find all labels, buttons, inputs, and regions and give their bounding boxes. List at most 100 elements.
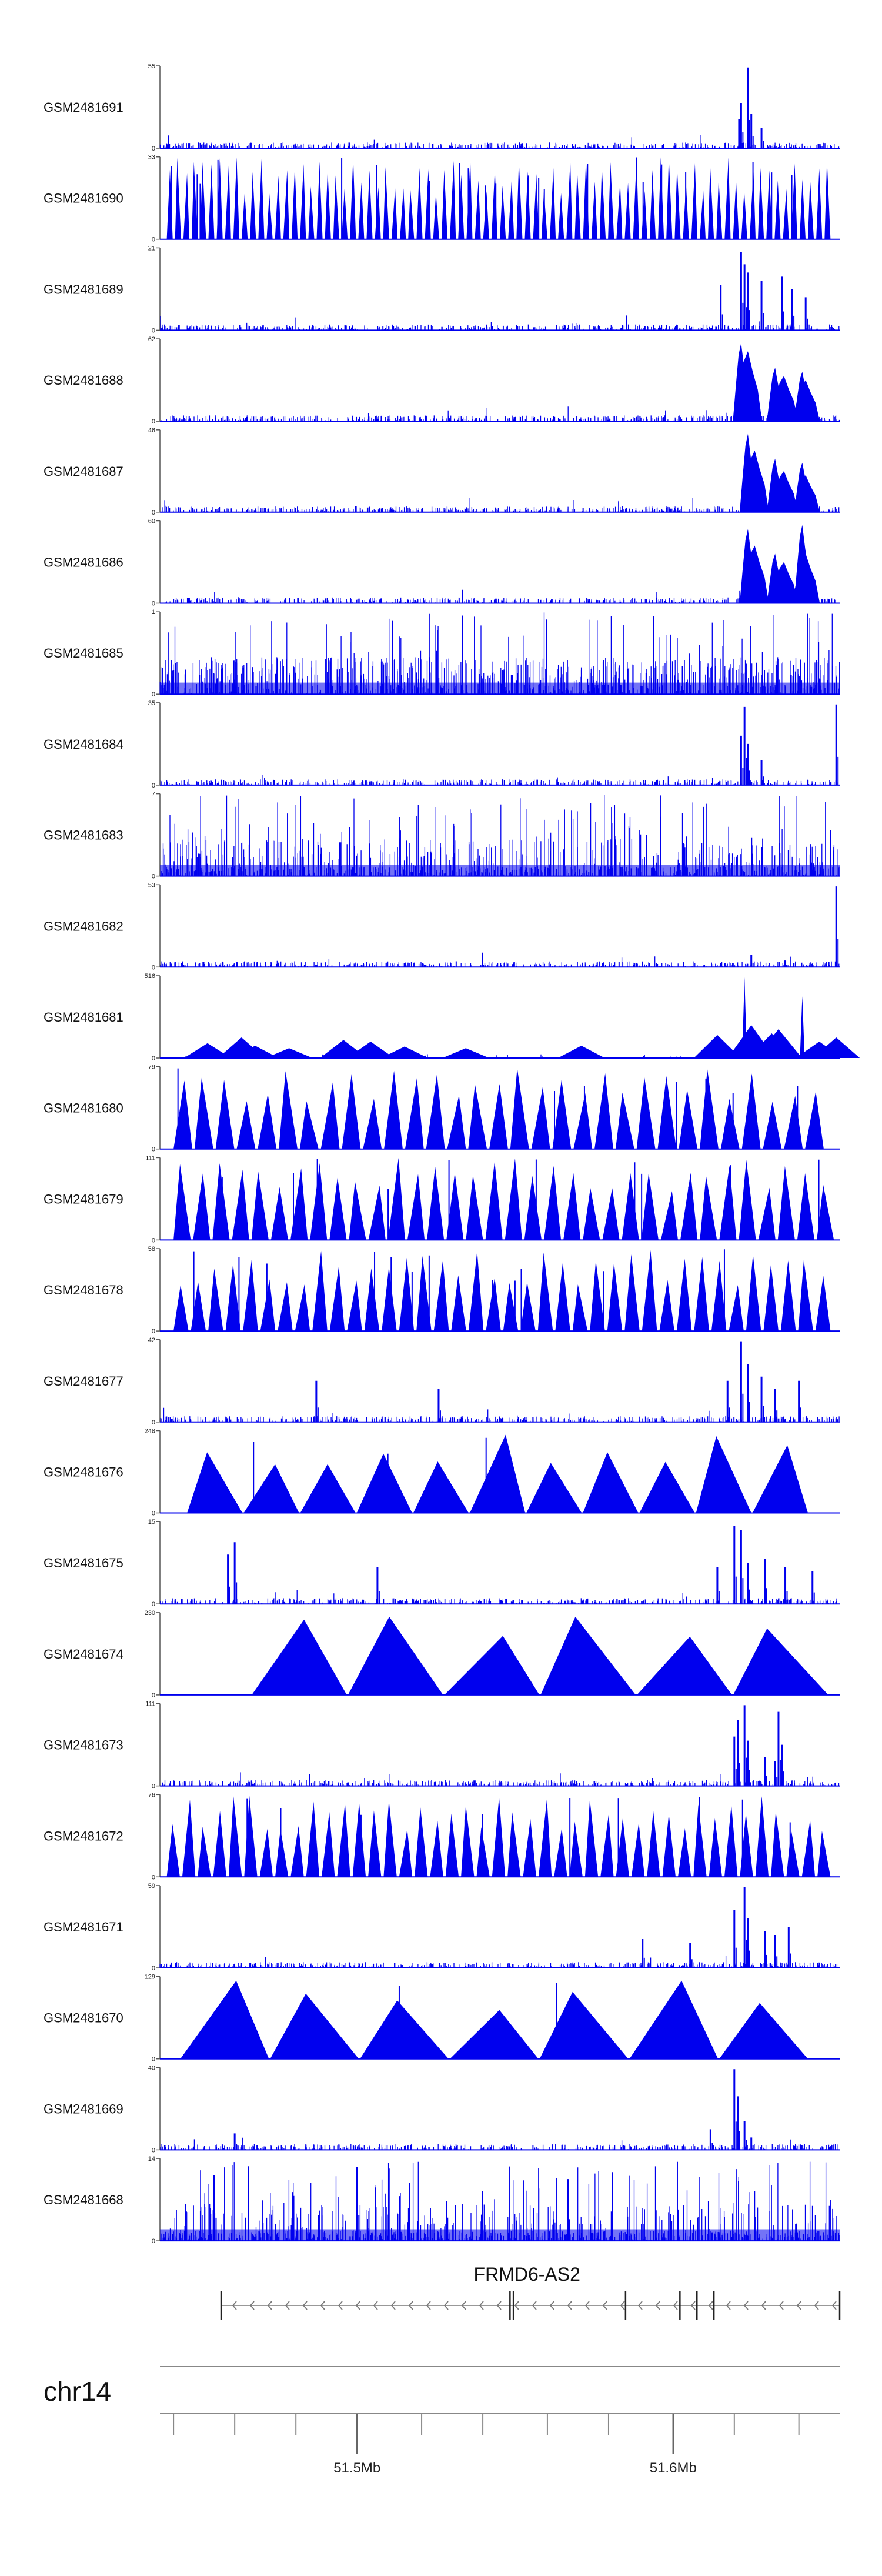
track-max-label: 111 — [145, 1701, 155, 1708]
track-triangle — [729, 1285, 744, 1332]
track-GSM2481681: GSM2481681 516 0 — [44, 973, 860, 1062]
strand-arrow — [690, 2301, 696, 2310]
track-triangle — [808, 179, 814, 239]
axis-tick-label: 51.5Mb — [333, 2460, 380, 2476]
track-triangle — [647, 1811, 660, 1877]
gene-annotation-track: FRMD6-AS2 — [220, 2264, 841, 2320]
track-triangle — [733, 1628, 828, 1695]
strand-arrow — [779, 2301, 784, 2310]
strand-arrow — [355, 2301, 360, 2310]
track-triangle — [342, 1074, 361, 1149]
track-triangle — [243, 1464, 299, 1513]
track-triangle — [260, 1279, 276, 1332]
track-label: GSM2481671 — [44, 1920, 123, 1934]
strand-arrow — [443, 2301, 449, 2310]
track-triangle — [483, 191, 489, 239]
track-triangle — [347, 1280, 362, 1332]
track-triangle — [558, 193, 564, 239]
track-signal-bars — [160, 1590, 837, 1604]
track-triangle — [187, 1452, 243, 1513]
track-triangle — [232, 1169, 249, 1240]
track-triangle — [275, 175, 281, 239]
track-GSM2481679: GSM2481679 111 0 — [44, 1154, 840, 1244]
track-triangle — [333, 175, 339, 239]
track-triangle — [275, 1828, 289, 1877]
track-max-label: 42 — [148, 1337, 155, 1344]
track-triangle — [300, 163, 306, 239]
track-triangle — [524, 171, 531, 239]
track-triangle — [356, 1453, 412, 1513]
track-signal-bars — [159, 612, 840, 695]
track-triangle — [816, 168, 823, 239]
track-triangle — [308, 186, 315, 239]
track-min-label: 0 — [152, 782, 155, 789]
strand-arrow — [390, 2301, 396, 2310]
chromosome-label: chr14 — [44, 2376, 111, 2407]
track-triangle — [774, 181, 781, 239]
track-label: GSM2481668 — [44, 2193, 123, 2207]
track-signal-bars — [160, 315, 840, 331]
track-triangle — [600, 1814, 614, 1877]
track-signal-bars — [160, 1407, 840, 1422]
track-peak — [442, 1048, 490, 1058]
track-triangle — [322, 1812, 335, 1877]
track-triangle — [279, 1071, 298, 1149]
track-triangle — [320, 1082, 340, 1149]
track-peak — [770, 376, 799, 422]
track-triangle — [584, 1799, 599, 1877]
track-label: GSM2481687 — [44, 464, 123, 479]
track-min-label: 0 — [152, 1783, 155, 1790]
track-triangle — [252, 1619, 347, 1695]
track-triangle — [415, 1807, 428, 1877]
track-max-label: 53 — [148, 882, 155, 889]
track-triangle — [520, 1282, 536, 1332]
track-triangle — [173, 1080, 192, 1149]
track-triangle — [507, 1812, 521, 1877]
track-min-label: 0 — [152, 418, 155, 425]
track-GSM2481678: GSM2481678 58 0 — [44, 1246, 840, 1335]
track-max-label: 129 — [145, 1974, 155, 1981]
track-label: GSM2481685 — [44, 646, 123, 660]
track-triangle — [566, 161, 573, 239]
track-triangle — [358, 182, 365, 239]
track-triangle — [492, 1797, 506, 1877]
track-peak — [791, 475, 820, 512]
track-triangle — [583, 1452, 639, 1513]
track-triangle — [405, 1078, 424, 1149]
track-triangle — [574, 171, 581, 239]
track-triangle — [607, 1263, 623, 1332]
track-triangle — [755, 1796, 769, 1877]
track-triangle — [608, 162, 614, 239]
track-signal-bars — [161, 406, 840, 422]
track-peak — [265, 1048, 313, 1058]
track-max-label: 35 — [148, 700, 155, 707]
strand-arrow — [637, 2301, 643, 2310]
track-peak — [740, 450, 769, 512]
track-triangle — [797, 1173, 815, 1240]
track-triangle — [290, 1826, 304, 1877]
track-max-label: 46 — [148, 427, 155, 434]
axis-tick-label: 51.6Mb — [650, 2460, 697, 2476]
track-triangle — [555, 1262, 570, 1332]
track-triangle — [660, 1191, 678, 1240]
track-min-label: 0 — [152, 236, 155, 243]
track-triangle — [208, 164, 215, 239]
track-triangle — [445, 1813, 459, 1877]
track-peak — [231, 1046, 279, 1058]
track-triangle — [537, 1252, 553, 1332]
track-peak — [347, 1042, 395, 1058]
track-triangle — [446, 1173, 464, 1240]
track-triangle — [468, 1251, 484, 1332]
track-signal-bars — [160, 2137, 838, 2150]
track-triangle — [510, 1068, 529, 1149]
track-triangle — [540, 1616, 636, 1695]
track-max-label: 14 — [148, 2155, 155, 2163]
track-signal-bars — [159, 1956, 838, 1968]
track-triangle — [387, 1157, 405, 1240]
track-triangle — [299, 1101, 319, 1149]
gene-model — [220, 2291, 841, 2320]
track-triangle — [798, 1260, 813, 1332]
track-triangle — [777, 1166, 795, 1240]
track-max-label: 40 — [148, 2064, 155, 2071]
